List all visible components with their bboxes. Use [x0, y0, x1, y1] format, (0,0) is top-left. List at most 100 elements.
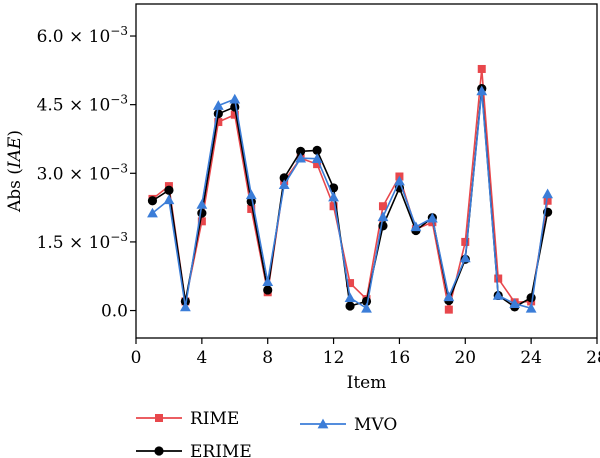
- legend-item-erime: ERIME: [136, 442, 252, 458]
- point-erime: [213, 109, 223, 119]
- series-layer: [147, 64, 554, 314]
- series-line-mvo: [151, 90, 549, 310]
- point-rime: [214, 118, 223, 127]
- x-tick-label: 20: [454, 348, 476, 368]
- point-erime: [147, 196, 158, 206]
- y-axis-title: Abs (IAE): [5, 130, 25, 213]
- y-tick-exponent: −3: [110, 24, 128, 38]
- y-tick-mantissa: 6.0: [37, 27, 64, 47]
- y-tick-exponent: −3: [110, 230, 128, 244]
- y-tick-mantissa: 0.0: [101, 302, 128, 322]
- legend-item-rime: RIME: [136, 409, 239, 429]
- point-rime: [494, 274, 503, 283]
- y-tick-mantissa: 1.5: [37, 233, 64, 253]
- point-mvo: [278, 179, 290, 190]
- y-tick-times: × 10: [64, 27, 111, 47]
- y-tick-label: 6.0 × 10−3: [37, 24, 128, 47]
- x-tick-label: 8: [262, 348, 273, 368]
- point-rime: [329, 202, 338, 211]
- point-mvo: [262, 276, 274, 287]
- point-rime: [378, 202, 387, 211]
- x-tick-label: 16: [389, 348, 411, 368]
- point-mvo: [394, 175, 405, 186]
- point-erime: [180, 296, 190, 306]
- point-mvo: [426, 212, 438, 223]
- point-mvo: [245, 189, 257, 200]
- point-mvo: [328, 191, 339, 202]
- point-mvo: [212, 100, 224, 110]
- series-mvo: [147, 85, 554, 313]
- point-rime: [543, 196, 552, 205]
- y-tick-label: 1.5 × 10−3: [37, 230, 128, 253]
- point-mvo: [410, 221, 422, 232]
- point-mvo: [476, 85, 488, 96]
- y-tick-times: × 10: [64, 96, 111, 116]
- point-mvo: [459, 252, 471, 263]
- y-tick-times: × 10: [64, 233, 111, 253]
- point-mvo: [196, 199, 208, 209]
- point-mvo: [443, 291, 455, 302]
- point-erime: [378, 221, 388, 231]
- y-tick-exponent: −3: [110, 161, 128, 175]
- x-tick-label: 0: [131, 348, 142, 368]
- plot-area: [135, 3, 598, 339]
- point-rime: [247, 204, 256, 213]
- y-tick-mantissa: 3.0: [37, 164, 64, 184]
- point-erime: [197, 208, 207, 218]
- series-rime: [148, 64, 552, 314]
- legend-label-rime: RIME: [190, 409, 239, 429]
- y-axis-title-prefix: Abs (: [5, 168, 25, 213]
- x-tick-label: 24: [520, 348, 542, 368]
- point-rime: [230, 110, 239, 119]
- point-mvo: [163, 194, 175, 205]
- point-erime: [526, 293, 536, 303]
- point-rime: [444, 305, 453, 314]
- point-mvo: [492, 290, 504, 300]
- point-mvo: [361, 302, 372, 313]
- y-tick-mantissa: 4.5: [37, 96, 64, 116]
- point-mvo: [377, 211, 389, 222]
- legend: RIME ERIME MVO: [136, 409, 397, 458]
- y-tick-label: 3.0 × 10−3: [37, 161, 128, 184]
- point-rime: [477, 64, 486, 73]
- y-axis: 0.01.5 × 10−33.0 × 10−34.5 × 10−36.0 × 1…: [37, 24, 136, 322]
- legend-label-mvo: MVO: [354, 415, 397, 435]
- x-tick-label: 28: [586, 348, 600, 368]
- y-axis-title-suffix: ): [5, 130, 25, 137]
- point-erime: [263, 285, 273, 295]
- point-erime: [164, 185, 174, 195]
- legend-marker-rime: [155, 414, 163, 422]
- series-line-erime: [152, 87, 549, 308]
- point-erime: [345, 301, 355, 311]
- point-rime: [197, 217, 206, 226]
- legend-marker-erime: [154, 446, 164, 456]
- y-tick-label: 4.5 × 10−3: [37, 93, 128, 116]
- series-line-rime: [151, 68, 549, 311]
- plot-frame: [135, 3, 598, 339]
- y-axis-title-italic: IAE: [5, 136, 25, 169]
- x-tick-label: 12: [323, 348, 345, 368]
- legend-item-mvo: MVO: [300, 415, 397, 435]
- point-mvo: [344, 292, 356, 303]
- point-mvo: [311, 153, 323, 163]
- x-tick-label: 4: [196, 348, 207, 368]
- point-erime: [296, 146, 306, 156]
- y-tick-times: × 10: [64, 164, 111, 184]
- x-axis-title: Item: [347, 373, 387, 393]
- point-mvo: [147, 207, 158, 218]
- point-mvo: [525, 302, 537, 313]
- point-rime: [346, 279, 355, 288]
- point-erime: [312, 145, 322, 156]
- point-rime: [313, 160, 322, 169]
- point-mvo: [179, 301, 191, 312]
- point-mvo: [542, 188, 554, 199]
- x-axis: 0 4 8 12 16 20 24 28: [131, 338, 600, 368]
- legend-marker-mvo: [317, 418, 329, 429]
- y-tick-label: 0.0: [101, 302, 128, 322]
- legend-label-erime: ERIME: [190, 442, 252, 458]
- y-tick-exponent: −3: [110, 93, 128, 107]
- point-mvo: [295, 152, 307, 163]
- point-rime: [461, 237, 470, 246]
- point-mvo: [509, 298, 521, 309]
